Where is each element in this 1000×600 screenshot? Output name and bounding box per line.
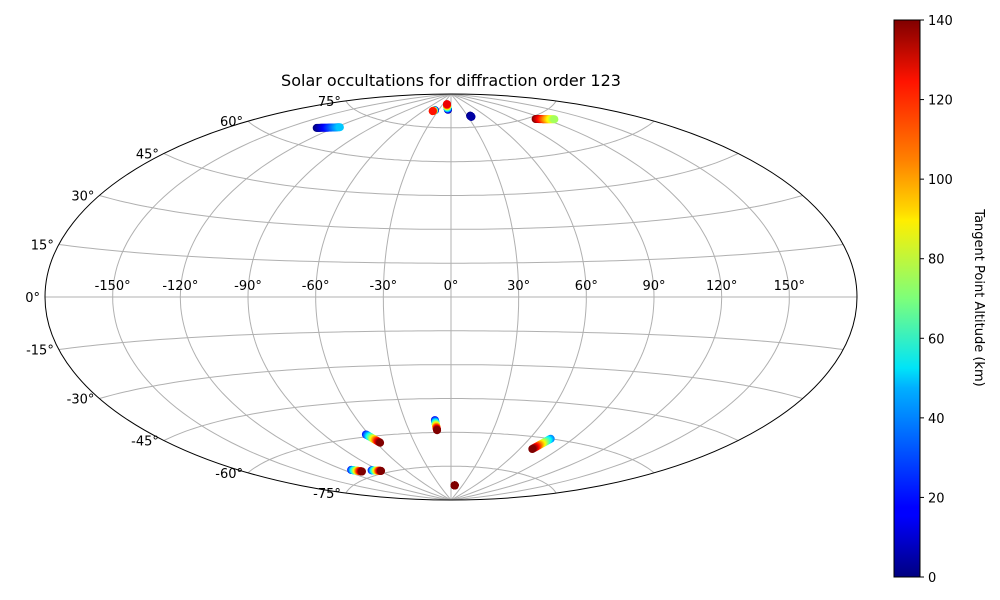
- data-point: [358, 467, 366, 476]
- occultation-track: [428, 106, 439, 116]
- longitude-tick-label: 120°: [706, 279, 737, 294]
- longitude-tick-label: 150°: [774, 279, 805, 294]
- data-point: [433, 426, 442, 435]
- parallel-line: [345, 465, 557, 494]
- parallel-line: [247, 120, 655, 163]
- chart-title: Solar occultations for diffraction order…: [281, 71, 621, 90]
- latitude-tick-label: -45°: [131, 435, 159, 450]
- data-point: [377, 466, 386, 475]
- longitude-tick-label: 30°: [507, 279, 530, 294]
- longitude-tick-label: -30°: [369, 279, 397, 294]
- parallel-line: [163, 153, 739, 196]
- longitude-tick-label: 60°: [575, 279, 598, 294]
- longitude-tick-labels: -150° -120° -90° -60° -30° 0° 30° 60° 90° 120° 150…: [95, 279, 805, 294]
- colorbar-tick-label: 80: [928, 253, 945, 268]
- parallel-line: [163, 398, 739, 441]
- colorbar-tick-label: 20: [928, 491, 945, 506]
- colorbar-tick-label: 60: [928, 332, 945, 347]
- longitude-tick-label: -120°: [162, 279, 198, 294]
- parallel-line: [99, 364, 803, 399]
- data-point: [428, 107, 437, 116]
- occultation-track: [443, 100, 452, 114]
- occultation-track: [528, 434, 555, 453]
- colorbar-tick-label: 40: [928, 412, 945, 427]
- longitude-tick-label: 90°: [642, 279, 665, 294]
- map-boundary: [44, 93, 858, 501]
- longitude-tick-label: -150°: [95, 279, 131, 294]
- parallel-line: [99, 195, 803, 230]
- parallel-line: [247, 431, 655, 474]
- occultation-track: [531, 115, 559, 124]
- data-point: [467, 112, 476, 121]
- colorbar: 0 20 40 60 80 100 120 140 Tangent Point Altitud…: [893, 14, 986, 586]
- latitude-tick-label: 0°: [25, 291, 40, 306]
- latitude-tick-label: 30°: [71, 190, 94, 205]
- occultation-track: [347, 465, 366, 476]
- latitude-tick-label: 15°: [31, 238, 54, 253]
- parallel-line: [58, 244, 844, 264]
- latitude-tick-label: -30°: [67, 393, 95, 408]
- longitude-tick-label: -60°: [302, 279, 330, 294]
- data-point: [528, 445, 537, 453]
- colorbar-label: Tangent Point Altitude (km): [971, 208, 986, 386]
- data-points: [312, 100, 559, 490]
- data-point: [550, 115, 559, 124]
- colorbar-ticks: 0 20 40 60 80 100 120 140: [920, 14, 953, 586]
- data-point: [450, 481, 459, 490]
- latitude-tick-labels: 75° 60° 45° 30° 15° 0° -15° -30° -45° -60° -75°: [25, 95, 341, 502]
- map-area: -150° -120° -90° -60° -30° 0° 30° 60° 90° 120° 150…: [25, 93, 858, 502]
- occultation-track: [466, 111, 476, 121]
- graticule: [45, 94, 857, 500]
- occultation-track: [361, 430, 385, 447]
- latitude-tick-label: 60°: [220, 115, 243, 130]
- longitude-tick-label: 0°: [444, 279, 459, 294]
- parallel-line: [58, 330, 844, 350]
- longitude-tick-label: -90°: [234, 279, 262, 294]
- occultation-track: [312, 123, 344, 132]
- data-point: [443, 100, 451, 109]
- latitude-tick-label: -60°: [215, 467, 243, 482]
- latitude-tick-label: 75°: [318, 95, 341, 110]
- latitude-tick-label: -75°: [313, 487, 341, 502]
- occultation-track: [367, 466, 386, 475]
- colorbar-tick-label: 120: [928, 94, 953, 109]
- occultation-track: [450, 481, 459, 490]
- data-point: [376, 438, 385, 447]
- occultation-track: [430, 416, 442, 435]
- colorbar-gradient: [893, 19, 921, 578]
- latitude-tick-label: 45°: [136, 147, 159, 162]
- colorbar-tick-label: 100: [928, 173, 953, 188]
- latitude-tick-label: -15°: [26, 344, 54, 359]
- colorbar-tick-label: 140: [928, 14, 953, 29]
- colorbar-tick-label: 0: [928, 571, 936, 586]
- data-point: [335, 123, 344, 132]
